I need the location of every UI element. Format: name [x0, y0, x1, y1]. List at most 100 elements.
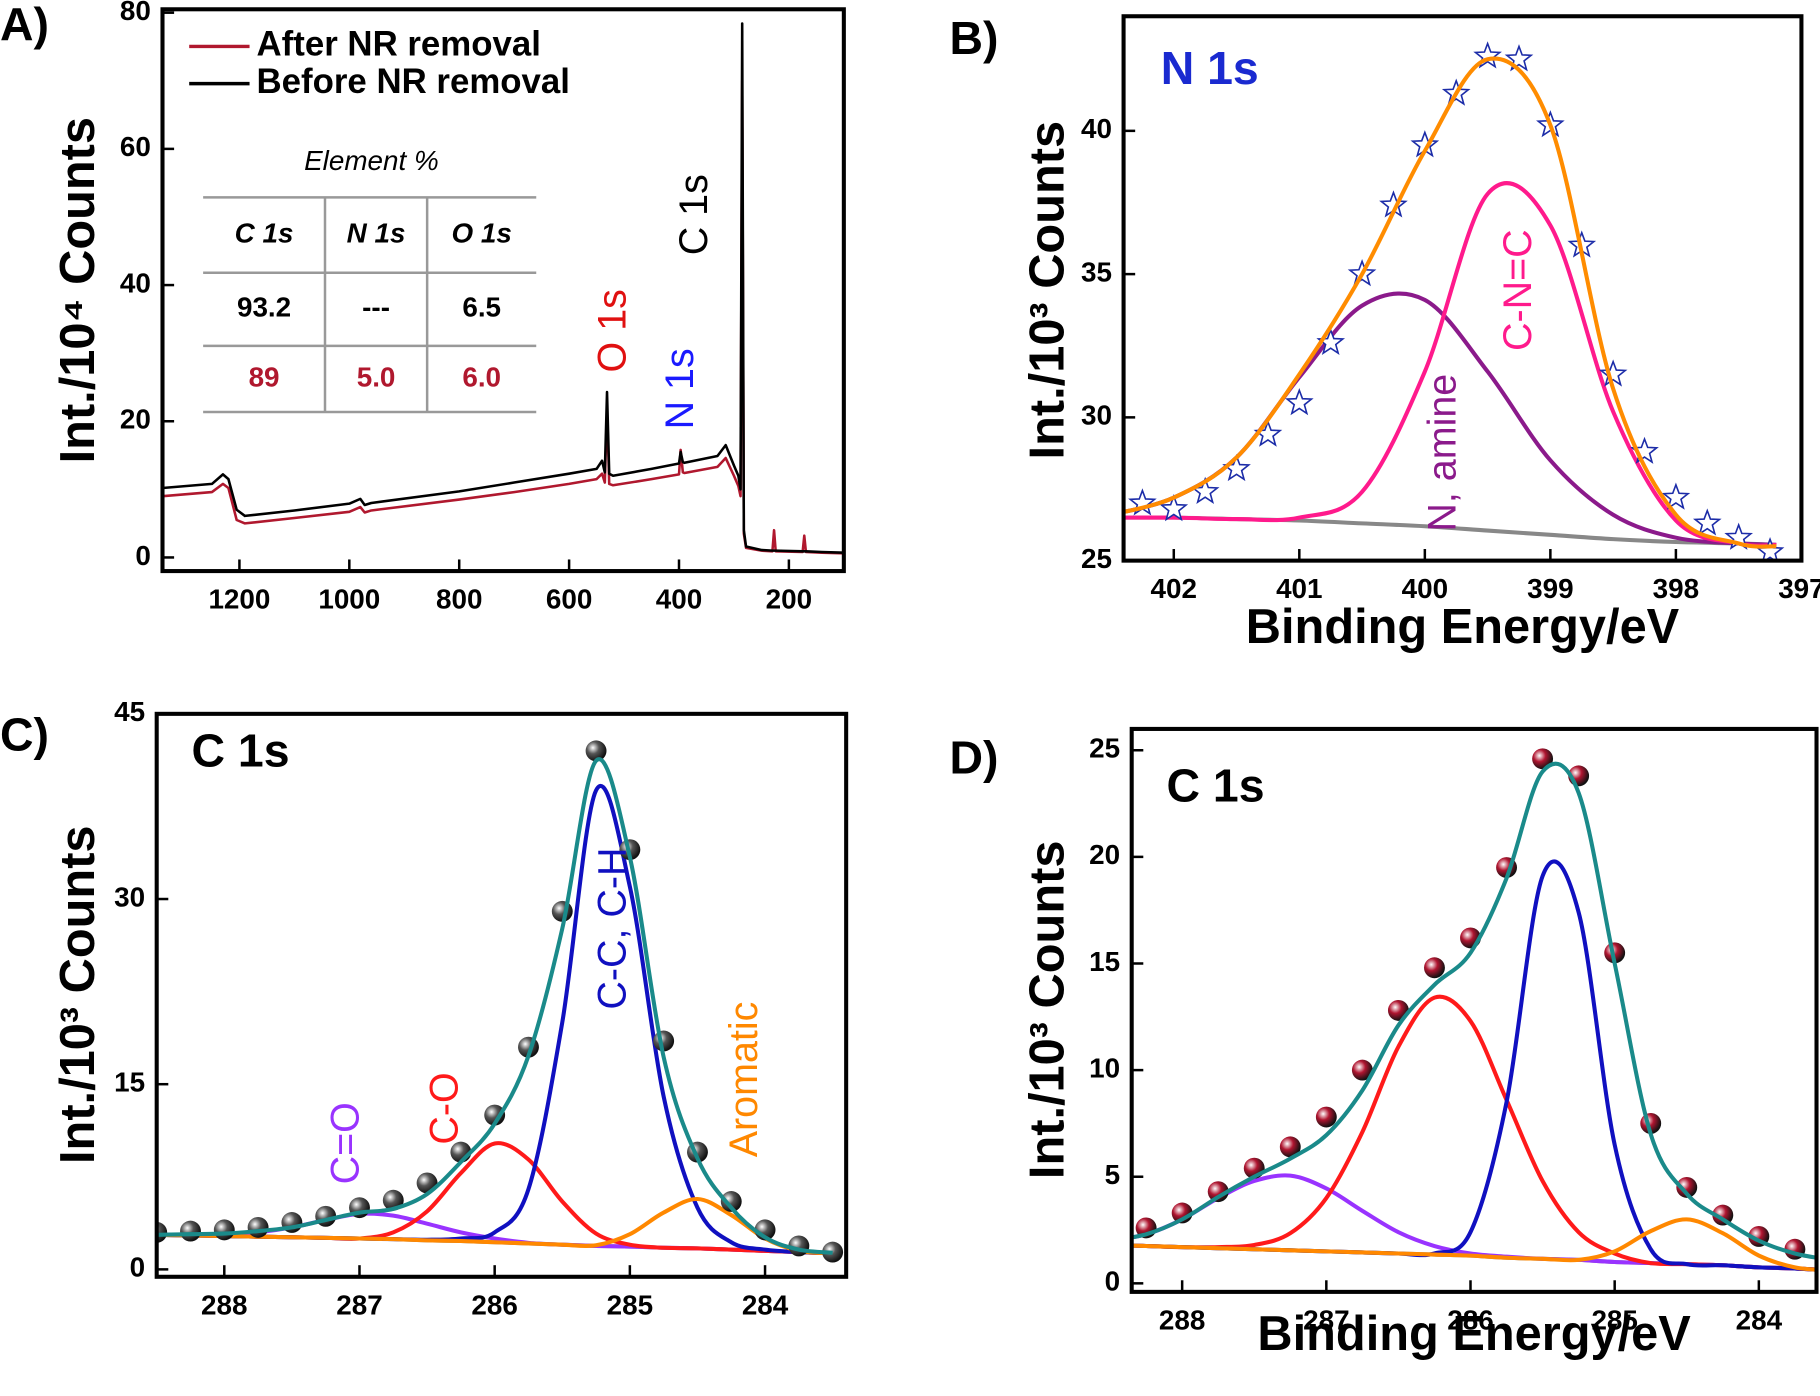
annotation: O 1s	[591, 289, 635, 372]
table-cell: 93.2	[237, 292, 291, 323]
y-tick-label: 10	[1089, 1052, 1120, 1083]
x-axis-label: Binding Energy/eV	[1257, 1307, 1691, 1361]
y-tick-label: 45	[114, 696, 145, 727]
data-point	[1424, 957, 1445, 979]
data-point	[1159, 493, 1189, 522]
series-line	[1131, 761, 1817, 1260]
table-header: N 1s	[347, 217, 406, 248]
legend-label: Before NR removal	[257, 62, 570, 101]
annotation: C-C, C-H	[591, 847, 635, 1009]
y-tick-label: 0	[135, 540, 151, 571]
plot-area	[162, 22, 844, 555]
data-point	[1598, 359, 1628, 387]
y-tick-label: 60	[120, 131, 151, 162]
data-point	[720, 1191, 742, 1212]
annotation: Aromatic	[722, 1002, 766, 1158]
x-tick-label: 286	[1447, 1304, 1493, 1335]
table-cell: 5.0	[357, 361, 396, 392]
y-tick-label: 25	[1089, 733, 1120, 764]
data-point	[1692, 508, 1722, 536]
plot-frame	[1121, 14, 1804, 563]
data-point	[1676, 1176, 1698, 1198]
series-line	[1123, 181, 1777, 548]
plot-frame	[160, 7, 846, 574]
panel-label: C)	[0, 708, 49, 760]
table-caption: Element %	[304, 145, 439, 176]
table-header: O 1s	[452, 217, 512, 248]
x-tick-label: 288	[1159, 1304, 1205, 1335]
x-tick-label: 400	[656, 584, 702, 615]
annotation: C-O	[422, 1072, 466, 1144]
panel: D) 0 5 10 15 20 25 288 287 286 285 284 Int./10³ Coun…	[949, 726, 1819, 1361]
panel: A) 0 20 40 60 80 1200 1000 800 600 400 200 Int./10⁴ …	[0, 0, 846, 615]
annotation: C-N=C	[1496, 229, 1540, 351]
plot-area	[156, 740, 844, 1263]
x-tick-label: 286	[471, 1289, 517, 1320]
y-tick-label: 0	[130, 1252, 146, 1283]
x-axis-label: Binding Energy/eV	[1246, 600, 1680, 654]
table-cell: 6.5	[462, 292, 501, 323]
x-tick-label: 284	[1736, 1304, 1783, 1335]
plot-frame	[1129, 726, 1819, 1294]
y-axis-label: Int./10³ Counts	[51, 825, 105, 1164]
x-tick-label: 285	[1591, 1304, 1637, 1335]
data-point	[484, 1104, 506, 1126]
table-cell: 89	[249, 361, 280, 392]
data-point	[1207, 1181, 1229, 1203]
x-tick-label: 400	[1402, 573, 1448, 604]
panel-label: A)	[0, 0, 49, 50]
table-cell: ---	[362, 292, 390, 323]
series-line	[162, 79, 844, 555]
x-tick-label: 397	[1778, 573, 1820, 604]
data-point	[1712, 1204, 1734, 1226]
plot-frame	[154, 711, 849, 1279]
panel-title: C 1s	[1167, 760, 1265, 812]
data-point	[247, 1216, 269, 1238]
panel-title: C 1s	[192, 725, 290, 777]
y-tick-label: 80	[120, 0, 151, 26]
annotation: C=O	[324, 1102, 368, 1184]
series-line	[156, 1196, 833, 1256]
y-axis-label: Int./10³ Counts	[1020, 121, 1074, 460]
x-tick-label: 285	[607, 1289, 653, 1320]
data-point	[1661, 482, 1691, 510]
y-tick-label: 35	[1081, 256, 1112, 287]
y-axis-label: Int./10³ Counts	[1020, 841, 1074, 1180]
data-point	[213, 1219, 235, 1241]
annotation: N 1s	[658, 348, 702, 429]
data-point	[1284, 387, 1314, 416]
y-tick-label: 40	[1081, 113, 1112, 144]
x-tick-label: 1000	[318, 584, 380, 615]
y-tick-label: 20	[120, 404, 151, 435]
y-tick-label: 15	[1089, 946, 1120, 977]
plot-area	[1131, 748, 1817, 1272]
data-point	[180, 1220, 201, 1242]
panel: C) 0 15 30 45 288 287 286 285 284 Int./10³ Counts C…	[0, 696, 849, 1320]
x-tick-label: 800	[436, 584, 482, 615]
data-point	[156, 1221, 168, 1243]
y-tick-label: 30	[1081, 400, 1112, 431]
x-tick-label: 399	[1527, 573, 1573, 604]
series-line	[1131, 1217, 1817, 1272]
y-tick-label: 30	[114, 881, 145, 912]
y-tick-label: 20	[1089, 839, 1120, 870]
series-line	[156, 757, 833, 1255]
x-tick-label: 401	[1276, 573, 1322, 604]
panel-title: N 1s	[1161, 42, 1259, 94]
panel-label: B)	[949, 12, 998, 64]
panel: B) 25 30 35 40 402 401 400 399 398 397 Int./10³ Cou…	[949, 12, 1820, 654]
x-tick-label: 287	[1303, 1304, 1349, 1335]
data-point	[1279, 1136, 1301, 1158]
x-tick-label: 288	[201, 1289, 247, 1320]
data-point	[1532, 748, 1554, 770]
x-tick-label: 287	[336, 1289, 382, 1320]
x-tick-label: 200	[766, 584, 812, 615]
x-tick-label: 600	[546, 584, 592, 615]
y-axis-label: Int./10⁴ Counts	[51, 117, 105, 463]
y-tick-label: 0	[1105, 1266, 1121, 1297]
annotation: C 1s	[672, 174, 716, 255]
plot-area	[1123, 41, 1785, 561]
